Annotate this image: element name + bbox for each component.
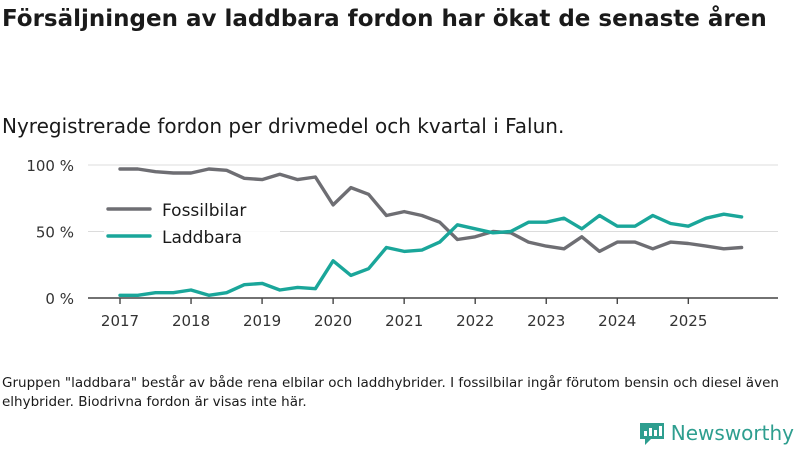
legend-item-laddbara: Laddbara: [104, 223, 280, 248]
x-tick-label: 2025: [669, 312, 707, 330]
x-tick-label: 2021: [385, 312, 423, 330]
series-line-laddbara: [118, 212, 744, 297]
series-line-fossilbilar: [118, 167, 744, 254]
y-axis-ticks: 0 % 50 % 100 %: [26, 157, 74, 308]
y-tick-label: 100 %: [26, 157, 74, 175]
series-lines: [118, 167, 744, 297]
footnote: Gruppen "laddbara" består av både rena e…: [2, 375, 779, 410]
chart-title: Försäljningen av laddbara fordon har öka…: [2, 6, 767, 32]
line-chart: 0 % 50 % 100 % 2017 2018 2019 2020 2021 2022 202…: [26, 157, 778, 330]
chart-subtitle: Nyregistrerade fordon per drivmedel och …: [2, 114, 565, 138]
y-tick-label: 0 %: [45, 290, 74, 308]
legend: Fossilbilar Laddbara: [104, 196, 280, 248]
brand: Newsworthy: [639, 420, 794, 446]
newsworthy-logo-icon: [639, 423, 664, 445]
brand-name: Newsworthy: [670, 421, 794, 445]
legend-label: Laddbara: [162, 228, 242, 248]
x-axis-ticks: 2017 2018 2019 2020 2021 2022 2023 2024 2025: [101, 298, 707, 330]
x-tick-label: 2017: [101, 312, 139, 330]
x-tick-label: 2018: [172, 312, 210, 330]
x-tick-label: 2023: [527, 312, 565, 330]
x-tick-label: 2020: [314, 312, 352, 330]
legend-item-fossilbilar: Fossilbilar: [104, 196, 280, 221]
x-tick-label: 2022: [456, 312, 494, 330]
legend-label: Fossilbilar: [162, 201, 246, 221]
x-tick-label: 2019: [243, 312, 281, 330]
x-tick-label: 2024: [598, 312, 636, 330]
y-tick-label: 50 %: [36, 224, 74, 242]
